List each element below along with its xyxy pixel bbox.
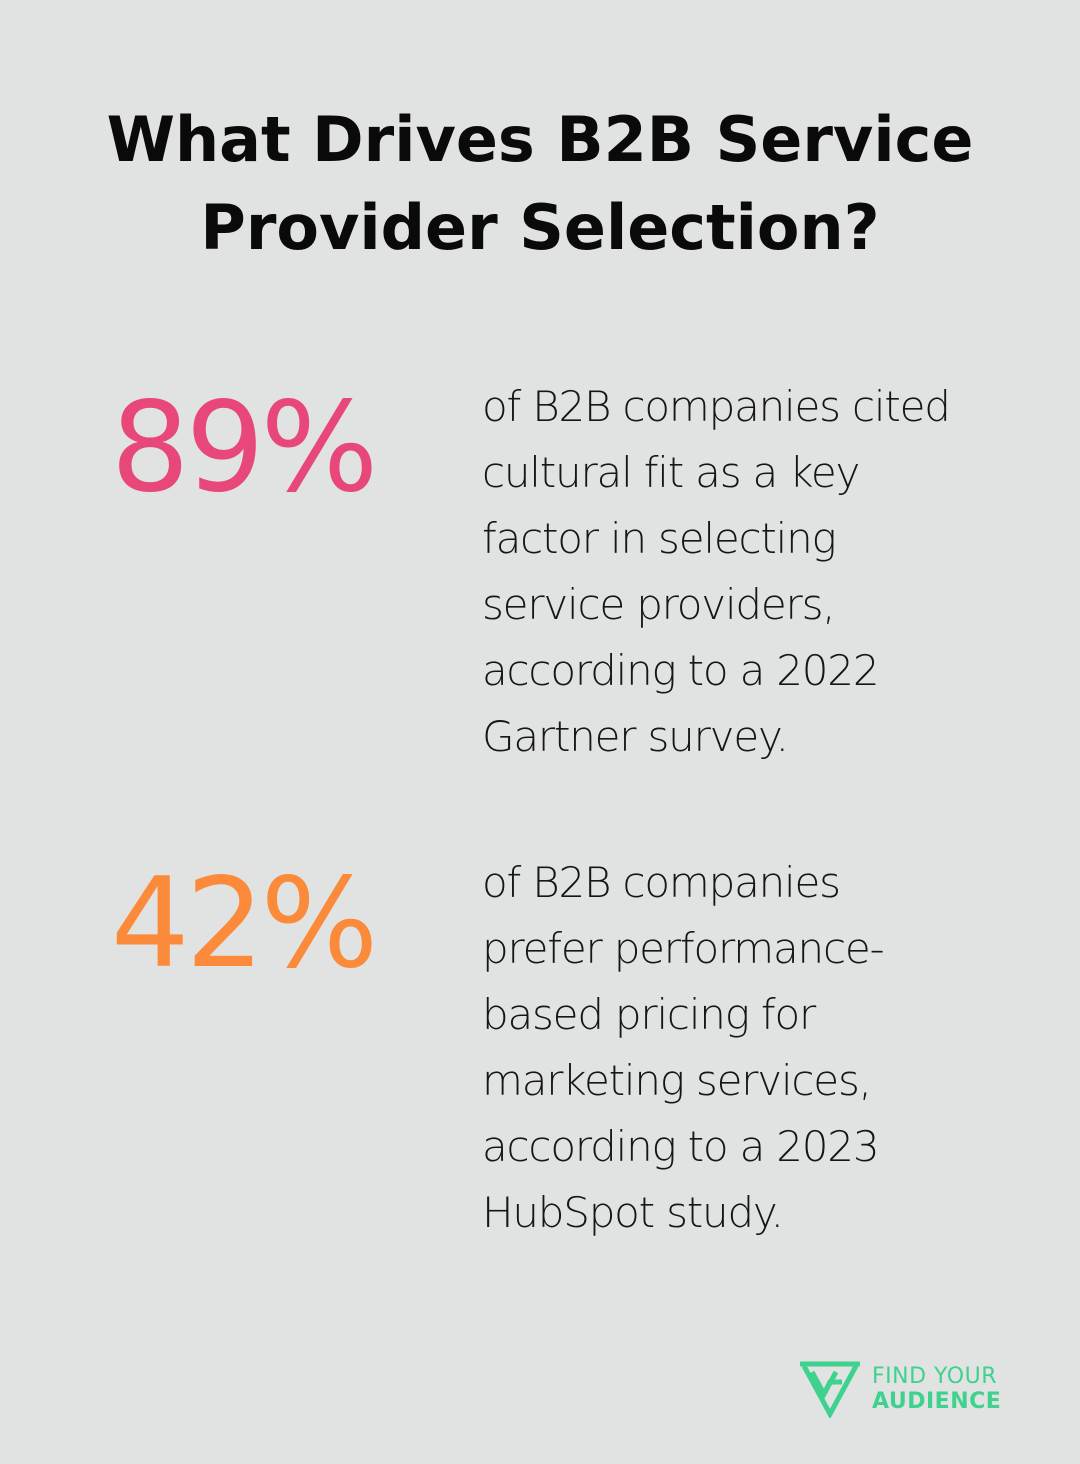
page-title: What Drives B2B Service Provider Selecti…	[106, 103, 974, 264]
stat-value: 42%	[110, 852, 379, 996]
brand-wordmark: FIND YOUR AUDIENCE	[872, 1364, 1001, 1414]
find-your-audience-logo-icon	[800, 1361, 860, 1418]
stat-value: 89%	[110, 376, 379, 520]
stat-description: of B2B companies prefer performance- bas…	[482, 858, 885, 1237]
stat-description: of B2B companies cited cultural fit as a…	[482, 382, 951, 761]
brand-wordmark-line2: AUDIENCE	[872, 1389, 1002, 1414]
brand-logo: FIND YOUR AUDIENCE	[798, 1358, 1038, 1418]
brand-wordmark-line1: FIND YOUR	[872, 1364, 997, 1389]
